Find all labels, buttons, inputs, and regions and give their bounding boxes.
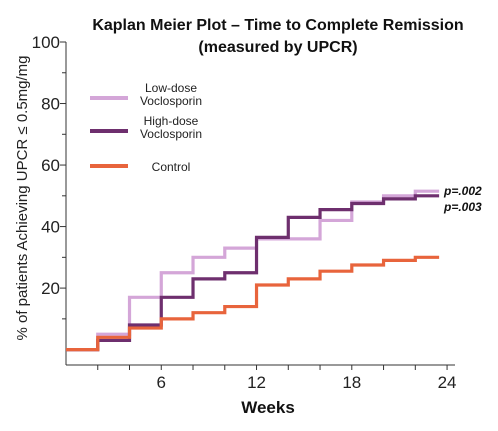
y-tick-label: 100 — [32, 33, 60, 52]
y-axis-label: % of patients Achieving UPCR ≤ 0.5mg/mg — [14, 55, 31, 340]
x-tick-label: 24 — [438, 373, 457, 392]
y-tick-label: 60 — [41, 156, 60, 175]
y-tick-label: 40 — [41, 218, 60, 237]
axes — [60, 41, 455, 370]
legend-label-control: Control — [152, 160, 191, 174]
series-line-low-dose — [66, 189, 440, 352]
p-value-low-dose: p=.002 — [443, 184, 482, 198]
series-line-high-dose — [66, 194, 440, 352]
x-axis-label: Weeks — [241, 398, 295, 417]
x-tick-label: 12 — [247, 373, 266, 392]
chart-title-line-2: (measured by UPCR) — [198, 39, 357, 56]
y-tick-label: 80 — [41, 95, 60, 114]
legend: Low-dose Voclosporin High-dose Voclosporin… — [90, 81, 202, 174]
series-line-control — [66, 255, 440, 352]
y-tick-label: 20 — [41, 279, 60, 298]
tick-labels: 20 40 60 80 100 6 12 18 24 — [32, 33, 457, 392]
series-lines — [66, 189, 440, 352]
x-tick-label: 18 — [342, 373, 361, 392]
legend-label-low-dose: Low-dose Voclosporin — [140, 81, 202, 108]
x-tick-label: 6 — [157, 373, 166, 392]
chart-title-line-1: Kaplan Meier Plot – Time to Complete Rem… — [92, 17, 463, 34]
p-value-high-dose: p=.003 — [443, 200, 482, 214]
legend-label-high-dose: High-dose Voclosporin — [140, 114, 202, 141]
